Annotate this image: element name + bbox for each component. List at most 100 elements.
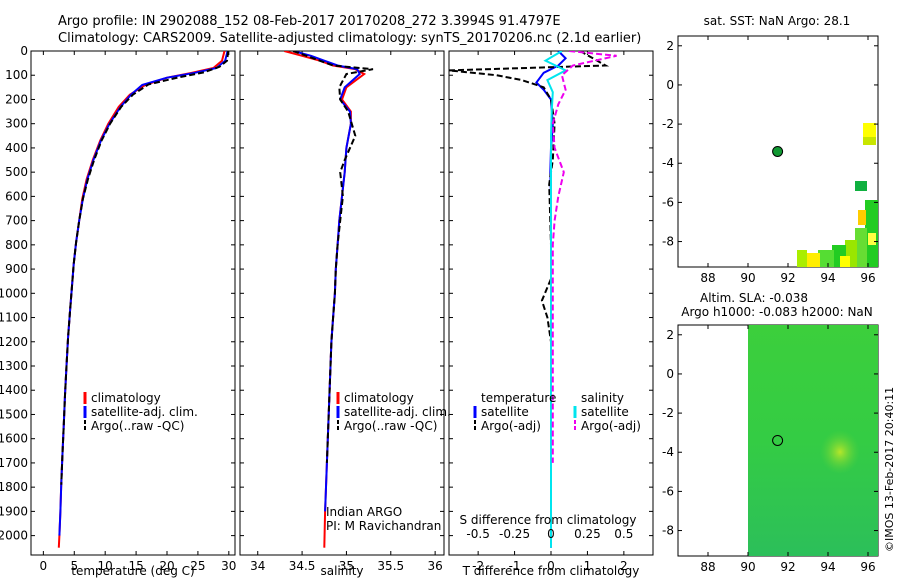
legend-title-temperature: temperature — [481, 391, 556, 405]
depth-tick-label: 1500 — [0, 407, 28, 421]
sst-cell — [855, 181, 867, 191]
map-x-tick-label: 92 — [780, 271, 795, 285]
depth-tick-label: 100 — [5, 68, 28, 82]
x-tick-label: 5 — [70, 559, 78, 573]
salinity-axes — [239, 50, 445, 556]
x-tick-label: 35 — [339, 559, 354, 573]
annotation-pi: PI: M Ravichandran — [326, 519, 441, 533]
x-tick-label: 25 — [190, 559, 205, 573]
series-line-salinity-satellite — [543, 51, 568, 548]
sla-map-title-1: Altim. SLA: -0.038 — [700, 291, 808, 305]
depth-tick-label: 1900 — [0, 504, 28, 518]
x-tick-label: 15 — [128, 559, 143, 573]
depth-tick-label: 800 — [5, 238, 28, 252]
series-group — [284, 51, 374, 548]
temperature-axes — [30, 50, 236, 556]
map-x-tick-label: 90 — [740, 271, 755, 285]
depth-tick-label: 900 — [5, 262, 28, 276]
legend-label-satellite: satellite-adj. clim. — [344, 405, 451, 419]
sla-map-title-2: Argo h1000: -0.083 h2000: NaN — [681, 305, 873, 319]
sst-map-title: sat. SST: NaN Argo: 28.1 — [704, 14, 851, 28]
side-stamp: ©IMOS 13-Feb-2017 20:40:11 — [883, 387, 896, 552]
depth-tick-label: 1100 — [0, 311, 28, 325]
s-tick-label: -0.25 — [499, 527, 530, 541]
map-y-tick-label: -4 — [662, 445, 674, 459]
x-tick-label: -2 — [472, 559, 484, 573]
legend-label-climatology: climatology — [91, 391, 161, 405]
map-y-tick-label: -8 — [662, 524, 674, 538]
depth-axis-ticks: 0 100 200 300 400 500 600 700 800 900 1000 1100 1200… — [0, 44, 653, 543]
x-tick-label: 36 — [427, 559, 442, 573]
sst-cell — [840, 256, 850, 267]
x-tick-label: 35.5 — [377, 559, 404, 573]
s-tick-label: 0.5 — [614, 527, 633, 541]
sla-map — [748, 325, 878, 556]
depth-tick-label: 1600 — [0, 432, 28, 446]
legend-label-argo: Argo(..raw -QC) — [91, 419, 184, 433]
map-y-tick-label: -8 — [662, 235, 674, 249]
sst-cell — [797, 250, 807, 267]
s-tick-label: -0.5 — [466, 527, 489, 541]
argo-position-marker — [772, 434, 784, 446]
x-tick-label: 34.5 — [289, 559, 316, 573]
depth-tick-label: 600 — [5, 189, 28, 203]
depth-tick-label: 200 — [5, 92, 28, 106]
series-line-temperature-argo-adj- — [449, 51, 610, 485]
series-line-argo-raw-qc- — [292, 51, 374, 463]
salinity-plot: 34 34.5 35 35.5 36 — [250, 51, 443, 573]
sst-cell — [855, 228, 867, 267]
legend-title-salinity: salinity — [581, 391, 624, 405]
depth-tick-label: 300 — [5, 117, 28, 131]
legend-label-temp-argo: Argo(-adj) — [481, 419, 541, 433]
depth-tick-label: 0 — [20, 44, 28, 58]
sst-map-ticks: 88 90 92 94 96 2 0 -2 -4 -6 -8 — [662, 36, 878, 285]
map-y-tick-label: -2 — [662, 117, 674, 131]
x-tick-label: 20 — [159, 559, 174, 573]
header-line-2: Climatology: CARS2009. Satellite-adjuste… — [58, 31, 641, 46]
s-tick-label: 0 — [547, 527, 555, 541]
map-x-tick-label: 96 — [860, 271, 875, 285]
x-tick-label: 2 — [620, 559, 628, 573]
x-tick-label: 0 — [547, 559, 555, 573]
map-x-tick-label: 94 — [820, 560, 835, 574]
map-x-tick-label: 96 — [860, 560, 875, 574]
salinity-legend: climatology satellite-adj. clim. Argo(..… — [336, 391, 451, 433]
s-difference-label: S difference from climatology — [460, 513, 637, 527]
difference-legend: temperature salinity satellite Argo(-adj… — [473, 391, 641, 433]
x-tick-label: 0 — [40, 559, 48, 573]
depth-tick-label: 1400 — [0, 383, 28, 397]
argo-position-marker — [772, 145, 784, 157]
annotation-indian-argo: Indian ARGO — [326, 505, 402, 519]
sla-field — [748, 325, 878, 556]
series-group — [57, 51, 230, 548]
depth-tick-label: 1000 — [0, 286, 28, 300]
x-tick-label: 34 — [250, 559, 265, 573]
map-y-tick-label: 2 — [666, 328, 674, 342]
salinity-xlabel: salinity — [320, 564, 363, 578]
depth-tick-label: 700 — [5, 214, 28, 228]
map-y-tick-label: 0 — [666, 78, 674, 92]
map-y-tick-label: 0 — [666, 367, 674, 381]
series-line-argo-raw-qc- — [60, 51, 230, 485]
sla-anomaly — [820, 430, 860, 474]
x-tick-label: 1 — [584, 559, 592, 573]
legend-label-argo: Argo(..raw -QC) — [344, 419, 437, 433]
depth-tick-label: 500 — [5, 165, 28, 179]
temperature-plot: 0 5 10 15 20 25 30 — [40, 51, 236, 573]
depth-tick-label: 1300 — [0, 359, 28, 373]
depth-tick-label: 2000 — [0, 529, 28, 543]
map-y-tick-label: -6 — [662, 484, 674, 498]
map-y-tick-label: -4 — [662, 156, 674, 170]
x-tick-label: 10 — [98, 559, 113, 573]
s-tick-label: 0.25 — [574, 527, 601, 541]
map-y-tick-label: -2 — [662, 406, 674, 420]
series-line-satellite-adj-clim- — [58, 51, 229, 536]
series-line-salinity-argo-adj- — [551, 51, 617, 463]
temperature-legend: climatology satellite-adj. clim. Argo(..… — [83, 391, 198, 433]
sst-cell — [858, 210, 866, 225]
sst-cell — [818, 250, 834, 267]
sst-map — [797, 123, 878, 267]
x-tick-label: -1 — [509, 559, 521, 573]
difference-xlabel: T difference from climatology — [462, 564, 640, 578]
